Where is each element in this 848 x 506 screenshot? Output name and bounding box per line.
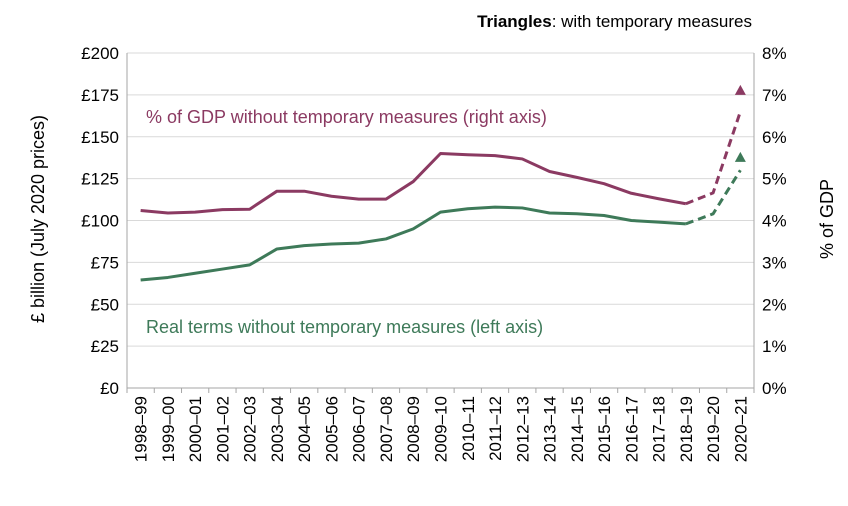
right-y-axis-title: % of GDP [817,179,837,259]
triangles-note-bold: Triangles [477,12,552,31]
x-tick-label: 2008–09 [404,396,423,462]
right-y-tick-label: 8% [762,44,787,63]
right-y-axis-ticks: 0% 1% 2% 3% 4% 5% 6% 7% 8% [762,44,787,398]
x-tick-label: 2004–05 [295,396,314,462]
right-y-tick-label: 3% [762,253,787,272]
x-tick-label: 2007–08 [377,396,396,462]
x-tick-label: 2006–07 [350,396,369,462]
x-tick-label: 2015–16 [595,396,614,462]
series-label-real-terms: Real terms without temporary measures (l… [146,317,543,337]
left-y-tick-label: £50 [91,295,119,314]
x-axis-ticks: 1998–99 1999–00 2000–01 2001–02 2002–03 2003–… [132,396,751,462]
left-y-tick-label: £150 [81,128,119,147]
x-tick-label: 1998–99 [132,396,151,462]
x-tick-label: 1999–00 [159,396,178,462]
x-tick-label: 2009–10 [432,396,451,462]
x-tick-label: 2016–17 [622,396,641,462]
x-tick-label: 2019–20 [704,396,723,462]
x-tick-label: 2013–14 [541,396,560,462]
triangles-note: Triangles: with temporary measures [477,12,752,31]
series-line-solid [140,205,686,282]
x-tick-label: 2002–03 [241,396,260,462]
series-lines [140,84,746,282]
right-y-tick-label: 2% [762,295,787,314]
x-tick-label: 2005–06 [322,396,341,462]
right-y-tick-label: 6% [762,128,787,147]
gridlines [127,52,754,347]
right-y-tick-label: 1% [762,337,787,356]
series-line-dashed [685,169,742,226]
left-y-tick-label: £0 [100,379,119,398]
x-tick-label: 2010–11 [459,396,478,461]
left-y-tick-label: £200 [81,44,119,63]
triangles-note-text: : with temporary measures [552,12,752,31]
triangle-marker [734,84,746,95]
right-y-tick-label: 7% [762,86,787,105]
x-tick-label: 2001–02 [213,396,232,462]
x-tick-label: 2018–19 [677,396,696,462]
left-y-tick-label: £75 [91,253,119,272]
left-y-tick-label: £125 [81,170,119,189]
axes [126,53,755,393]
x-tick-label: 2020–21 [731,396,750,462]
x-tick-label: 2003–04 [268,396,287,462]
right-y-tick-label: 5% [762,170,787,189]
x-tick-label: 2014–15 [568,396,587,462]
x-tick-label: 2017–18 [650,396,669,462]
left-y-axis-ticks: £0 £25 £50 £75 £100 £125 £150 £175 £200 [81,44,119,398]
series-label-gdp: % of GDP without temporary measures (rig… [146,107,547,127]
series-line-solid [140,152,687,215]
left-y-tick-label: £100 [81,212,119,231]
right-y-tick-label: 0% [762,379,787,398]
triangle-marker [734,151,746,162]
left-y-tick-label: £175 [81,86,119,105]
left-y-tick-label: £25 [91,337,119,356]
left-y-axis-title: £ billion (July 2020 prices) [28,115,48,323]
x-tick-label: 2012–13 [513,396,532,462]
series-line-dashed [685,111,742,206]
right-y-tick-label: 4% [762,212,787,231]
x-tick-label: 2000–01 [186,396,205,462]
x-tick-label: 2011–12 [486,396,505,461]
